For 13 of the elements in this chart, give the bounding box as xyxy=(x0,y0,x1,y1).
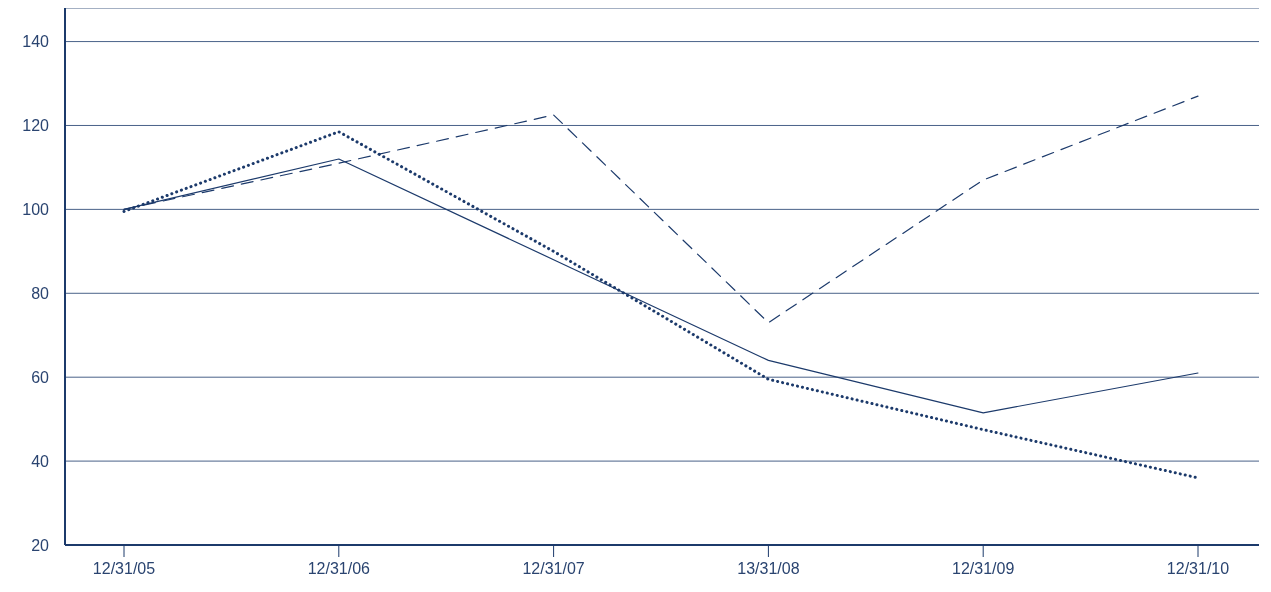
y-tick-label: 100 xyxy=(22,201,50,219)
x-tick-label: 12/31/07 xyxy=(522,560,585,578)
y-tick-label: 40 xyxy=(31,452,50,470)
y-tick-label: 140 xyxy=(22,33,50,51)
y-tick-label: 60 xyxy=(31,368,50,386)
y-tick-label: 120 xyxy=(22,117,50,135)
y-tick-label: 80 xyxy=(31,284,50,302)
x-tick-label: 13/31/08 xyxy=(737,560,800,578)
x-tick-label: 12/31/10 xyxy=(1166,560,1230,578)
x-tick-label: 12/31/05 xyxy=(92,560,156,578)
x-tick-label: 12/31/06 xyxy=(307,560,371,578)
y-tick-label: 20 xyxy=(31,536,50,554)
x-tick-label: 12/31/09 xyxy=(952,560,1015,578)
